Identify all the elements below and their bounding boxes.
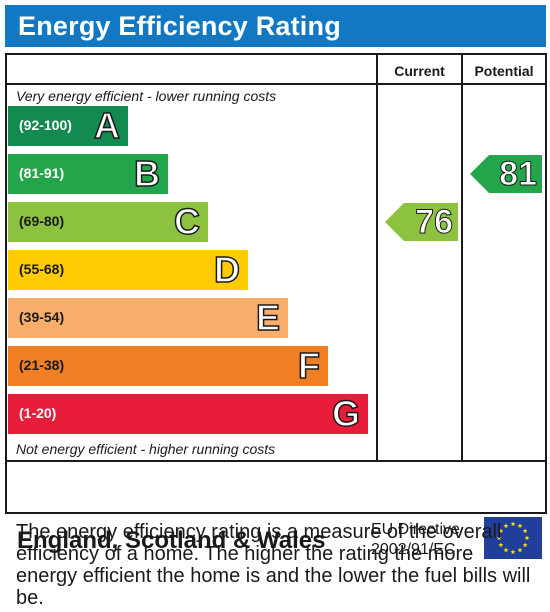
rating-band-range: (69-80) (19, 213, 65, 229)
potential-arrow-shape (470, 155, 542, 193)
eu-star (498, 542, 504, 548)
rating-band-f: (21-38) F (8, 344, 328, 387)
rating-band-letter: D (213, 248, 241, 291)
rating-band-letter: A (93, 104, 121, 147)
eu-star (503, 523, 509, 528)
rating-band-letter: E (255, 296, 281, 339)
rating-band-letter: C (173, 200, 201, 243)
eu-directive-line1: EU Directive (371, 521, 460, 538)
eu-star (503, 547, 509, 553)
note-bottom: Not energy efficient - higher running co… (16, 441, 276, 457)
footer-divider (7, 460, 545, 462)
rating-band-range: (81-91) (19, 165, 65, 181)
eu-star (517, 523, 523, 528)
rating-band-range: (1-20) (19, 405, 57, 421)
column-header-potential: Potential (474, 63, 534, 79)
eu-star (496, 535, 502, 541)
potential-rating-arrow (470, 155, 542, 193)
rating-band-range: (55-68) (19, 261, 65, 277)
current-rating: 76 (385, 203, 458, 242)
column-header-current: Current (394, 63, 445, 79)
chart-title: Energy Efficiency Rating (18, 11, 341, 41)
eu-directive: EU Directive 2002/91/EC (371, 520, 460, 560)
rating-band-range: (39-54) (19, 309, 65, 325)
chart-box: Current Potential Very energy efficient … (5, 53, 547, 559)
description: The energy efficiency rating is a measur… (16, 521, 531, 609)
rating-band-c: (69-80) C (8, 200, 208, 243)
rating-band-range: (92-100) (19, 117, 72, 133)
title-bar: Energy Efficiency Rating (5, 5, 546, 47)
rating-band-d: (55-68) D (8, 248, 248, 291)
column-divider-current (376, 55, 378, 460)
note-top: Very energy efficient - lower running co… (16, 88, 277, 104)
rating-band-letter: F (297, 344, 321, 387)
rating-band-b: (81-91) B (8, 152, 168, 195)
eu-flag-icon (484, 517, 542, 559)
potential-rating-value: 81 (499, 155, 538, 194)
current-arrow-shape (385, 203, 458, 241)
eu-star (522, 542, 528, 548)
current-rating-value: 76 (415, 203, 454, 242)
rating-band-letter: B (133, 152, 161, 195)
rating-band-range: (21-38) (19, 357, 65, 373)
eu-star (517, 547, 523, 553)
rating-band-a: (92-100) A (8, 104, 128, 147)
column-divider-potential (461, 55, 463, 460)
region-label: England, Scotland & Wales (17, 527, 326, 554)
eu-star (524, 535, 530, 541)
eu-star (522, 528, 528, 534)
rating-band-letter: G (331, 392, 361, 435)
eu-star (510, 521, 516, 527)
eu-star (498, 528, 504, 534)
potential-rating: 81 (470, 155, 542, 194)
eu-directive-line2: 2002/91/EC (371, 541, 456, 558)
eu-star (510, 549, 516, 555)
rating-band-g: (1-20) G (8, 392, 368, 435)
current-rating-arrow (385, 203, 458, 241)
header-divider (7, 83, 545, 85)
rating-band-e: (39-54) E (8, 296, 288, 339)
